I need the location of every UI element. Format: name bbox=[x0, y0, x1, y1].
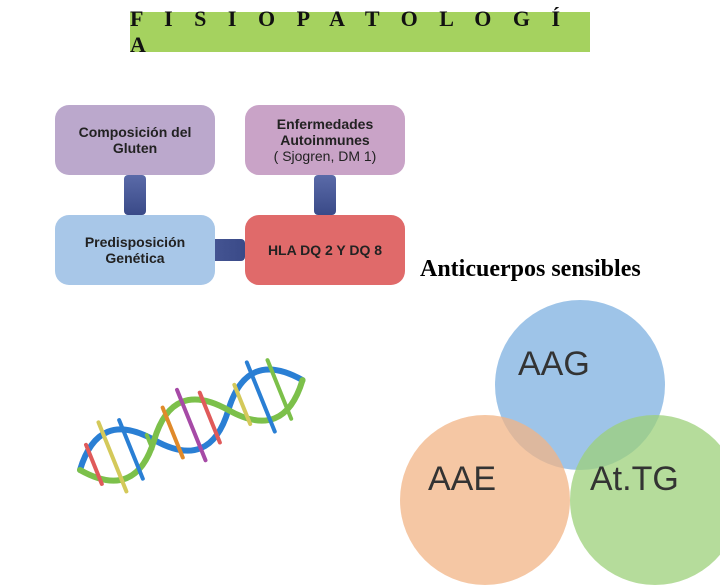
box-auto-line3: ( Sjogren, DM 1) bbox=[274, 148, 377, 164]
box-auto-line2: Autoinmunes bbox=[280, 132, 369, 148]
box-gluten: Composición del Gluten bbox=[55, 105, 215, 175]
box-hla: HLA DQ 2 Y DQ 8 bbox=[245, 215, 405, 285]
venn-label-aae: AAE bbox=[428, 460, 496, 499]
venn-circle-attg bbox=[570, 415, 720, 585]
link-auto-hla bbox=[314, 175, 336, 215]
venn-circle-aae bbox=[400, 415, 570, 585]
venn-label-aag: AAG bbox=[518, 345, 590, 384]
title-bar: F I S I O P A T O L O G Í A bbox=[130, 12, 590, 52]
box-hla-text: HLA DQ 2 Y DQ 8 bbox=[268, 242, 382, 258]
dna-graphic bbox=[60, 300, 360, 515]
venn-label-attg: At.TG bbox=[590, 460, 679, 499]
heading-anticuerpos: Anticuerpos sensibles bbox=[420, 256, 641, 283]
box-auto-line1: Enfermedades bbox=[277, 116, 373, 132]
box-genetica-text: Predisposición Genética bbox=[61, 234, 209, 266]
link-gluten-genetica bbox=[124, 175, 146, 215]
box-autoinmunes: Enfermedades Autoinmunes ( Sjogren, DM 1… bbox=[245, 105, 405, 175]
box-genetica: Predisposición Genética bbox=[55, 215, 215, 285]
box-gluten-text: Composición del Gluten bbox=[61, 124, 209, 156]
dna-icon bbox=[60, 300, 360, 510]
page-title: F I S I O P A T O L O G Í A bbox=[130, 6, 590, 58]
